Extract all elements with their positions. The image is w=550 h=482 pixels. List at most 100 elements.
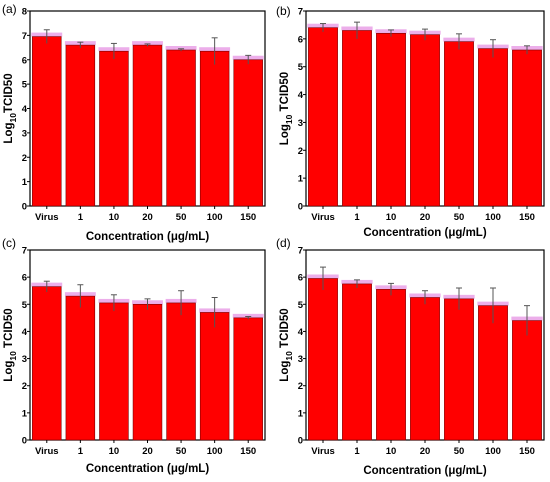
bar — [166, 49, 196, 207]
x-tick-label: 20 — [142, 212, 153, 223]
y-tick-label: 4 — [22, 104, 28, 115]
x-tick-label: 20 — [420, 446, 431, 457]
panel-label: (d) — [276, 236, 291, 250]
y-axis-title: Log10 TCID50 — [3, 308, 18, 381]
x-tick-label: Virus — [35, 212, 59, 223]
y-tick-label: 1 — [22, 177, 28, 188]
x-tick-label: 150 — [519, 212, 535, 223]
y-tick-label: 3 — [298, 118, 303, 129]
y-tick-label: 1 — [298, 408, 304, 419]
bar — [308, 278, 338, 441]
bar — [478, 48, 508, 207]
y-tick-label: 7 — [298, 7, 303, 18]
y-axis-title-subscript: 10 — [8, 351, 18, 361]
y-axis-title: Log10TCID50 — [3, 73, 18, 143]
x-tick-label: 1 — [354, 446, 360, 457]
y-tick-label: 7 — [22, 31, 27, 42]
chart-panel: (a) Virus 1 10 20 50 100 150 0 1 2 3 4 5 6 7 8 Concentrat… — [2, 2, 266, 243]
bar — [65, 295, 96, 441]
x-tick-label: 50 — [454, 212, 465, 223]
y-tick-label: 1 — [298, 174, 304, 185]
y-axis-title-subscript: 10 — [284, 114, 294, 124]
x-tick-label: 10 — [386, 212, 397, 223]
x-tick-label: 100 — [485, 446, 501, 457]
y-tick-label: 2 — [298, 146, 303, 157]
x-axis-title: Concentration (μg/mL) — [363, 465, 486, 477]
bar — [376, 32, 406, 207]
panel-label: (b) — [276, 4, 291, 18]
bar — [376, 289, 406, 441]
bar — [199, 50, 230, 207]
x-tick-label: 150 — [519, 446, 535, 457]
y-axis-title-log: Log — [279, 124, 291, 145]
chart-panel: (b) Virus 1 10 20 50 100 150 0 1 2 3 4 5 6 7 Concentrati… — [276, 4, 545, 239]
bar — [478, 305, 508, 441]
bar — [410, 34, 440, 207]
x-tick-label: 20 — [142, 446, 153, 457]
x-axis-title: Concentration (μg/mL) — [86, 231, 209, 243]
y-axis-title-unit: TCID50 — [3, 308, 15, 351]
y-tick-label: 2 — [22, 153, 27, 164]
y-tick-label: 7 — [298, 246, 303, 257]
x-tick-label: 50 — [176, 212, 187, 223]
y-axis-title: Log10 TCID50 — [279, 308, 294, 381]
bar — [233, 317, 263, 441]
y-tick-label: 3 — [22, 354, 27, 365]
y-tick-label: 0 — [22, 436, 27, 447]
x-tick-label: 1 — [78, 446, 84, 457]
y-axis-title-log: Log — [3, 123, 15, 144]
y-tick-label: 0 — [298, 436, 303, 447]
x-tick-label: 10 — [109, 446, 120, 457]
y-tick-label: 4 — [298, 327, 304, 338]
bar — [512, 320, 542, 441]
bar — [32, 286, 62, 441]
bar — [342, 30, 372, 207]
y-tick-label: 0 — [22, 202, 27, 213]
x-tick-label: 1 — [78, 212, 84, 223]
bar — [166, 302, 196, 441]
y-tick-label: 5 — [22, 300, 28, 311]
y-axis-title-log: Log — [279, 361, 291, 382]
bar — [65, 44, 96, 207]
y-tick-label: 2 — [22, 381, 27, 392]
bar — [512, 49, 542, 207]
y-tick-label: 5 — [298, 300, 304, 311]
bar — [132, 303, 163, 441]
x-tick-label: 150 — [240, 446, 256, 457]
x-tick-label: 50 — [176, 446, 187, 457]
y-tick-label: 3 — [298, 354, 303, 365]
x-tick-label: 1 — [354, 212, 360, 223]
x-tick-label: 50 — [454, 446, 465, 457]
x-tick-label: Virus — [311, 212, 335, 223]
x-tick-label: 100 — [207, 446, 223, 457]
x-tick-label: 100 — [485, 212, 501, 223]
bar-shade — [132, 41, 163, 46]
x-tick-label: Virus — [35, 446, 59, 457]
y-tick-label: 2 — [298, 381, 303, 392]
x-axis-title: Concentration (μg/mL) — [363, 227, 486, 239]
y-tick-label: 5 — [298, 62, 304, 73]
y-axis-title-subscript: 10 — [284, 351, 294, 361]
y-tick-label: 6 — [22, 273, 27, 284]
bar — [444, 41, 474, 207]
panel-label: (c) — [2, 236, 16, 250]
y-axis-title-subscript: 10 — [8, 113, 18, 123]
y-tick-label: 6 — [298, 273, 303, 284]
bar — [233, 59, 263, 207]
y-tick-label: 6 — [22, 55, 27, 66]
bar — [410, 297, 440, 441]
y-axis-title-unit: TCID50 — [3, 73, 15, 113]
x-axis-title: Concentration (μg/mL) — [86, 463, 209, 475]
y-axis-title-log: Log — [3, 361, 15, 382]
x-tick-label: 150 — [240, 212, 256, 223]
y-axis-title-unit: TCID50 — [279, 72, 291, 115]
x-tick-label: Virus — [311, 446, 335, 457]
bar-shade — [165, 46, 197, 50]
y-tick-label: 5 — [22, 80, 28, 91]
y-tick-label: 4 — [22, 327, 28, 338]
chart-panel: (d) Virus 1 10 20 50 100 150 0 1 2 3 4 5 6 7 Concentrati… — [276, 236, 545, 477]
y-tick-label: 4 — [298, 90, 304, 101]
y-axis-title-unit: TCID50 — [279, 308, 291, 351]
bar — [342, 283, 372, 441]
y-tick-label: 1 — [22, 408, 28, 419]
